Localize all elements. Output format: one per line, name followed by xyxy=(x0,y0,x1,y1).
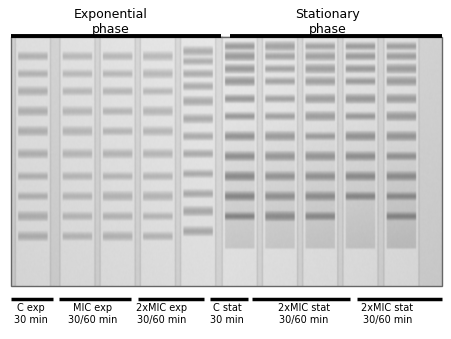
Text: 2xMIC stat
30/60 min: 2xMIC stat 30/60 min xyxy=(360,303,413,325)
Text: C stat
30 min: C stat 30 min xyxy=(210,303,243,325)
Text: Stationary
phase: Stationary phase xyxy=(295,8,359,37)
Text: C exp
30 min: C exp 30 min xyxy=(14,303,47,325)
Text: MIC exp
30/60 min: MIC exp 30/60 min xyxy=(68,303,117,325)
Text: Exponential
phase: Exponential phase xyxy=(74,8,147,37)
Bar xyxy=(11,37,441,286)
Text: 2xMIC stat
30/60 min: 2xMIC stat 30/60 min xyxy=(277,303,329,325)
Text: 2xMIC exp
30/60 min: 2xMIC exp 30/60 min xyxy=(136,303,187,325)
